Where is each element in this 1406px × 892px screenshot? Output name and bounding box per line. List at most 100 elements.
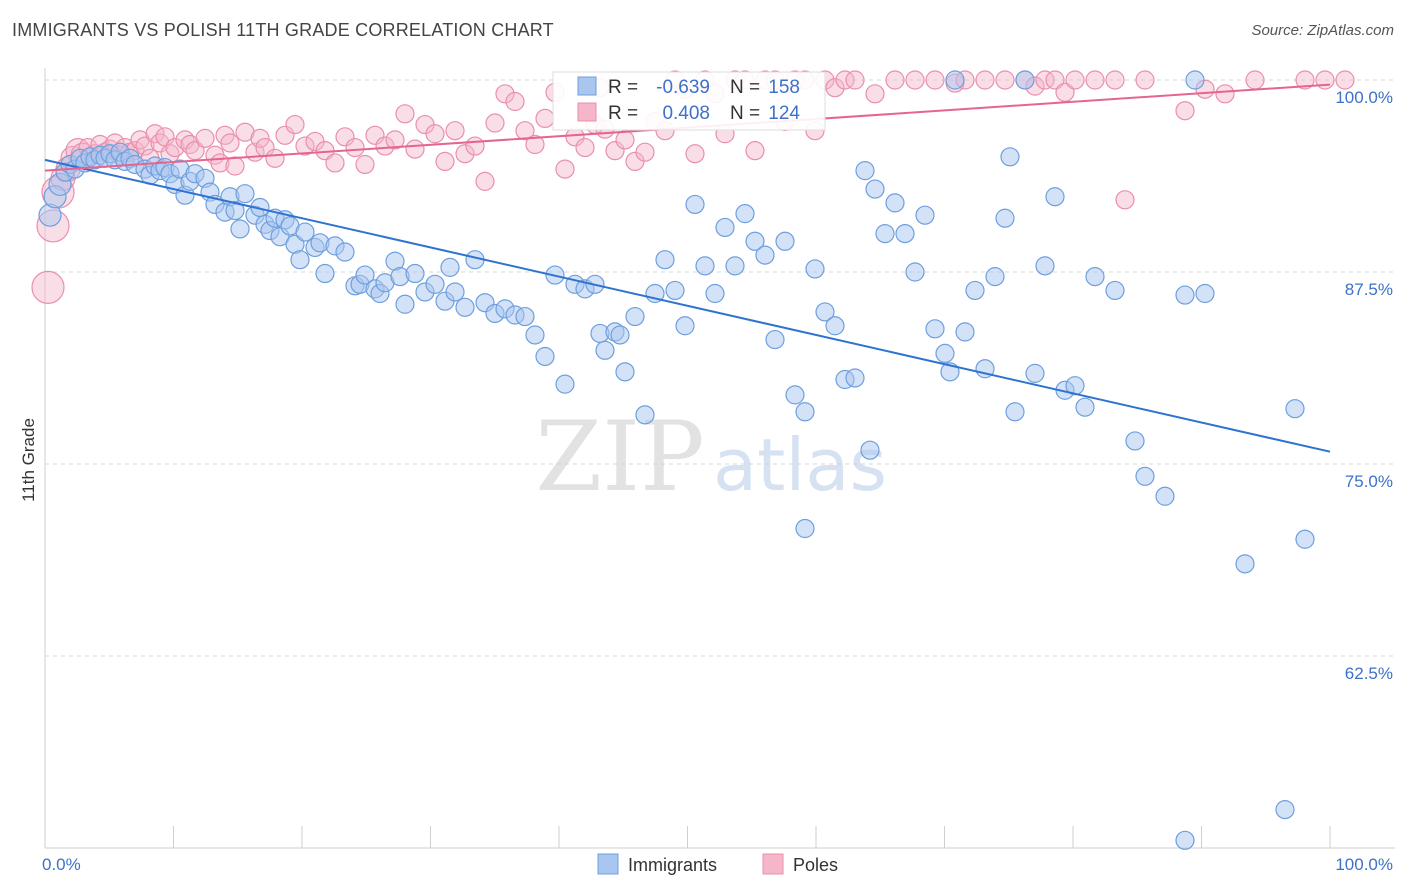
data-point-immigrants — [315, 263, 335, 284]
data-point-immigrants — [355, 265, 375, 285]
data-point-immigrants — [555, 374, 575, 394]
data-point-immigrants — [625, 306, 645, 327]
legend-swatch — [762, 853, 784, 875]
data-point-poles — [1085, 70, 1105, 90]
data-point-immigrants — [535, 346, 555, 367]
data-point-poles — [835, 70, 855, 90]
data-point-immigrants — [995, 208, 1015, 228]
data-point-immigrants — [915, 205, 935, 225]
data-point-immigrants — [675, 316, 695, 336]
data-point-immigrants — [755, 245, 775, 265]
data-point-immigrants — [865, 179, 885, 199]
data-point-poles — [525, 134, 545, 155]
data-point-immigrants — [1075, 397, 1095, 417]
x-tick-label: 0.0% — [42, 855, 81, 874]
data-point-poles — [1295, 70, 1315, 90]
data-point-immigrants — [885, 193, 905, 213]
data-point-immigrants — [955, 322, 975, 342]
data-point-poles — [375, 136, 395, 156]
trend-line-immigrants — [44, 158, 1331, 453]
data-point-immigrants — [1195, 283, 1215, 304]
data-point-poles — [995, 70, 1015, 90]
data-point-poles — [1065, 70, 1085, 90]
data-point-immigrants — [635, 405, 655, 425]
watermark: ZIP atlas — [535, 401, 887, 513]
stats-r-label: R = — [608, 103, 638, 124]
data-point-immigrants — [875, 224, 895, 244]
data-point-poles — [325, 153, 345, 173]
data-point-immigrants — [1025, 363, 1045, 383]
data-point-immigrants — [745, 231, 765, 251]
data-point-immigrants — [290, 250, 310, 270]
stats-swatch — [577, 76, 597, 96]
data-point-poles — [505, 91, 525, 112]
data-point-poles — [1335, 70, 1355, 90]
grid-lines — [45, 79, 1395, 657]
data-point-immigrants — [1005, 402, 1025, 422]
stats-n-value: 158 — [768, 77, 800, 98]
data-point-immigrants — [1155, 486, 1175, 506]
data-point-immigrants — [765, 329, 785, 350]
data-point-immigrants — [525, 325, 545, 345]
data-point-poles — [635, 142, 655, 162]
data-point-poles — [385, 130, 405, 150]
stats-n-value: 124 — [768, 103, 800, 124]
data-point-poles — [225, 156, 245, 176]
data-point-immigrants — [1045, 187, 1065, 207]
data-point-poles — [250, 128, 270, 148]
data-point-immigrants — [715, 217, 735, 238]
data-point-poles — [265, 148, 285, 168]
data-point-poles — [605, 141, 625, 161]
x-tick-label: 100.0% — [1335, 855, 1393, 874]
data-point-poles — [165, 137, 185, 158]
data-point-immigrants — [1105, 280, 1125, 301]
data-point-immigrants — [795, 518, 815, 539]
data-point-immigrants — [935, 343, 955, 364]
data-point-poles — [515, 121, 535, 141]
data-point-immigrants — [1175, 285, 1195, 305]
data-point-poles — [865, 84, 885, 104]
data-point-immigrants — [945, 70, 965, 90]
y-tick-label: 75.0% — [1345, 472, 1393, 491]
chart-title: IMMIGRANTS VS POLISH 11TH GRADE CORRELAT… — [12, 20, 554, 40]
data-point-immigrants — [665, 280, 685, 301]
data-point-poles — [395, 104, 415, 124]
data-point-poles — [455, 144, 475, 164]
data-point-immigrants — [1295, 529, 1315, 549]
y-axis-label: 11th Grade — [19, 418, 38, 502]
legend-label: Immigrants — [628, 855, 717, 875]
data-point-immigrants — [425, 274, 445, 294]
legend: Immigrants Poles — [597, 853, 838, 875]
data-point-poles — [425, 124, 445, 144]
data-point-poles — [1175, 101, 1195, 121]
data-point-immigrants — [455, 297, 475, 317]
data-point-immigrants — [615, 362, 635, 382]
data-point-poles — [975, 70, 995, 90]
data-point-poles — [555, 159, 575, 179]
data-point-poles — [405, 139, 425, 159]
data-point-immigrants — [965, 280, 985, 301]
data-point-immigrants — [815, 302, 835, 322]
axes: 100.0% 87.5% 75.0% 62.5% 0.0% 100.0% — [42, 68, 1395, 874]
data-point-immigrants — [925, 319, 945, 339]
data-point-poles — [845, 70, 865, 90]
data-point-poles — [285, 114, 305, 135]
data-point-poles — [905, 70, 925, 90]
data-point-immigrants — [1185, 70, 1205, 90]
data-point-poles — [925, 70, 945, 90]
data-point-poles — [335, 127, 355, 147]
data-point-immigrants — [655, 250, 675, 270]
data-point-poles — [345, 137, 365, 158]
stats-n-label: N = — [730, 103, 760, 124]
stats-n-label: N = — [730, 77, 760, 98]
data-point-poles — [1115, 190, 1135, 210]
data-point-immigrants — [905, 262, 925, 282]
data-point-immigrants — [235, 184, 255, 204]
data-point-poles — [355, 154, 375, 175]
data-point-immigrants — [1015, 70, 1035, 90]
data-point-immigrants — [405, 263, 425, 284]
data-point-immigrants — [985, 267, 1005, 287]
data-point-poles — [745, 141, 765, 161]
data-point-poles — [485, 113, 505, 133]
